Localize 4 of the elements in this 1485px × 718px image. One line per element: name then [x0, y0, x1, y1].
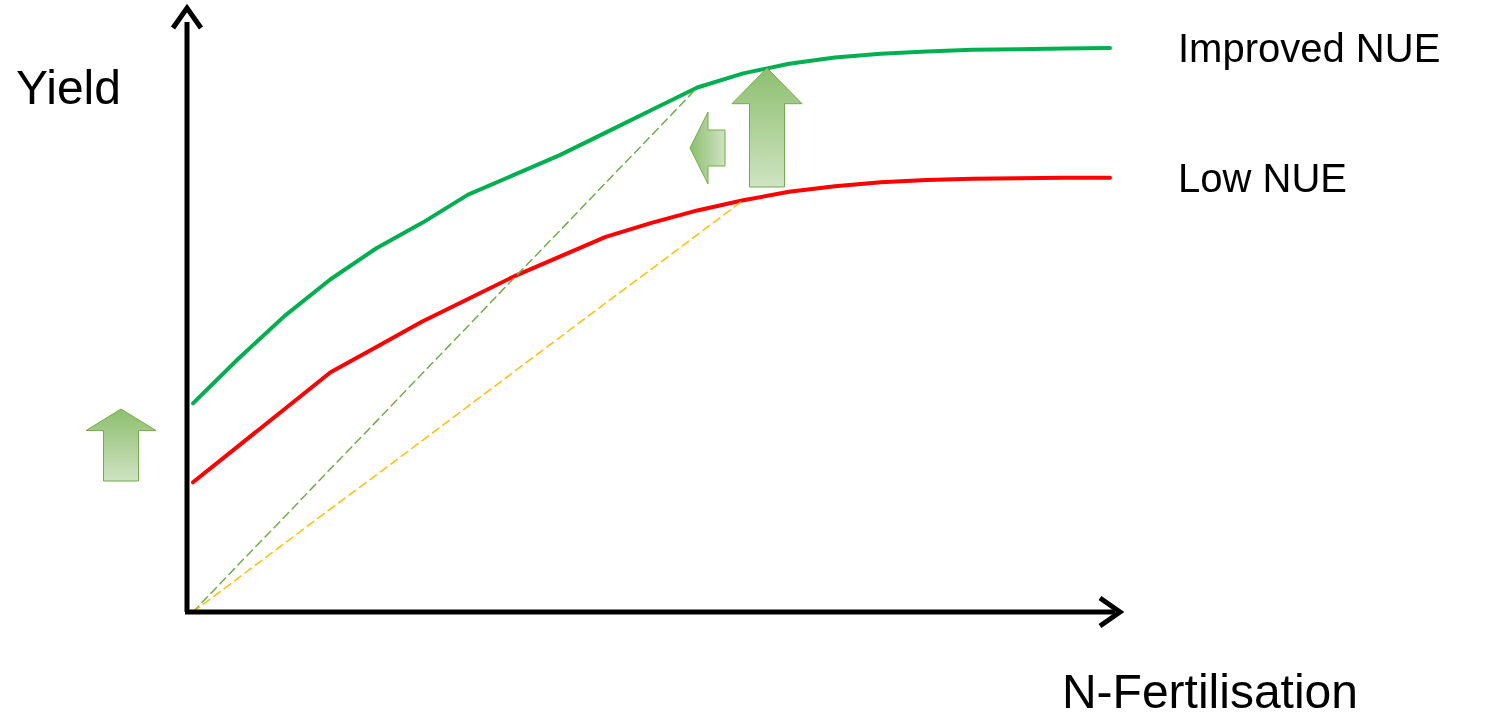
y-axis-title: Yield [16, 61, 121, 114]
series-label: Low NUE [1178, 155, 1347, 200]
series-label: Improved NUE [1178, 26, 1441, 70]
x-axis-title: N-Fertilisation [1061, 665, 1358, 718]
